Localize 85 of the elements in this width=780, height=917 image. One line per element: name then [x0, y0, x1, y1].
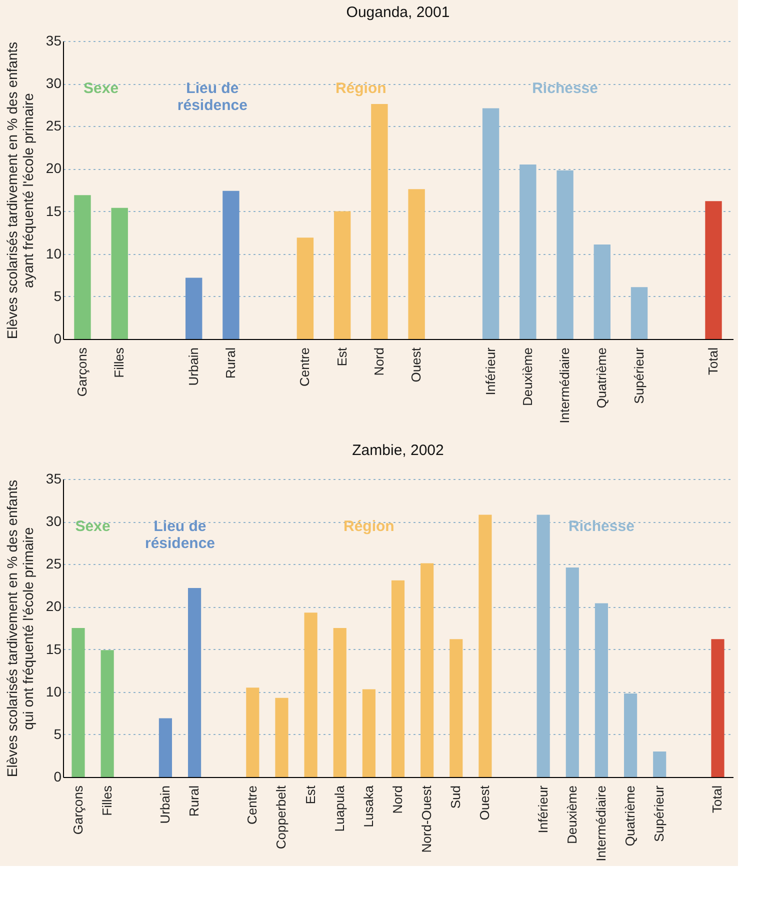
x-tick-label: Inférieur	[535, 784, 550, 834]
x-tick-label: Intermédiaire	[593, 786, 608, 862]
bar	[362, 689, 376, 777]
x-tick-label: Supérieur	[652, 784, 667, 842]
y-axis-title: Elèves scolarisés tardivement en % des enfants qui ont fréquenté l'école primaire	[4, 480, 36, 778]
x-tick-label: Filles	[112, 347, 127, 378]
y-tick-label: 35	[46, 470, 62, 486]
bar	[185, 278, 202, 339]
x-tick-label: Rural	[222, 347, 238, 379]
bar	[391, 580, 405, 777]
x-tick-label: Garçons	[70, 785, 86, 835]
bar	[653, 751, 666, 777]
y-tick-label: 10	[46, 683, 62, 700]
bar	[711, 639, 724, 777]
x-tick-label: Nord	[371, 348, 386, 376]
x-tick-label: Intermédiaire	[557, 348, 572, 424]
annotation: Lieu de résidence	[144, 518, 216, 552]
annotation: Région	[335, 80, 386, 97]
bar	[158, 718, 172, 777]
annotation: Richesse	[568, 518, 634, 535]
bar	[275, 698, 288, 777]
y-tick-label: 15	[46, 202, 62, 219]
x-tick-label: Deuxième	[564, 786, 580, 844]
bar	[334, 211, 351, 339]
bar	[246, 688, 260, 777]
x-tick-label: Copperbelt	[274, 785, 289, 850]
annotation: Région	[344, 518, 394, 535]
annotation: Sexe	[84, 80, 119, 97]
bar	[304, 612, 318, 777]
bar	[705, 201, 722, 339]
bar	[111, 208, 128, 339]
bar	[100, 650, 114, 777]
x-tick-label: Est	[302, 785, 318, 804]
y-tick-label: 35	[46, 32, 62, 48]
bar	[450, 639, 463, 777]
y-tick-label: 0	[54, 768, 62, 784]
x-tick-label: Centre	[244, 786, 260, 825]
x-tick-label: Centre	[297, 348, 312, 387]
annotation: Lieu de résidence	[177, 80, 248, 114]
x-tick-label: Ouest	[408, 347, 424, 382]
x-tick-label: Nord-Ouest	[419, 785, 434, 853]
y-tick-label: 30	[46, 513, 62, 530]
x-tick-label: Ouest	[477, 785, 492, 820]
x-tick-label: Filles	[99, 785, 114, 816]
bar	[333, 628, 346, 777]
x-tick-label: Inférieur	[482, 346, 498, 396]
annotation: Richesse	[532, 80, 598, 97]
x-tick-label: Supérieur	[631, 346, 646, 404]
y-axis-title: Elèves scolarisés tardivement en % des enfants ayant fréquenté l'école primaire	[4, 42, 36, 340]
x-tick-label: Sud	[448, 786, 464, 809]
x-tick-label: Quatrième	[622, 786, 638, 846]
bar	[188, 588, 202, 777]
bar	[72, 628, 85, 777]
x-tick-label: Quatrième	[594, 348, 610, 408]
x-tick-label: Luapula	[332, 784, 347, 832]
x-tick-label: Total	[706, 347, 721, 375]
y-tick-label: 15	[46, 640, 62, 657]
y-tick-label: 25	[46, 118, 62, 134]
bar	[478, 514, 492, 777]
y-tick-label: 25	[46, 556, 62, 572]
x-tick-label: Urbain	[186, 348, 201, 386]
bar	[371, 104, 388, 339]
bar	[408, 189, 425, 339]
y-tick-label: 5	[54, 288, 62, 304]
bar	[296, 238, 314, 339]
x-tick-label: Nord	[390, 786, 405, 814]
y-tick-label: 20	[46, 160, 62, 176]
bar	[420, 563, 434, 777]
y-tick-label: 20	[46, 598, 62, 614]
x-tick-label: Total	[710, 785, 725, 813]
y-tick-label: 30	[46, 75, 62, 92]
y-tick-label: 0	[54, 330, 62, 346]
annotation: Sexe	[75, 518, 110, 535]
x-tick-label: Garçons	[74, 347, 90, 397]
y-tick-label: 10	[46, 245, 62, 262]
y-tick-label: 5	[54, 726, 62, 742]
x-tick-label: Urbain	[157, 786, 172, 824]
x-tick-label: Rural	[186, 785, 202, 817]
chart-title: Zambie, 2002	[352, 442, 444, 459]
x-tick-label: Deuxième	[520, 348, 535, 406]
x-tick-label: Est	[334, 347, 350, 366]
x-tick-label: Lusaka	[360, 784, 376, 828]
bar	[74, 195, 91, 339]
bar	[222, 190, 240, 339]
chart-title: Ouganda, 2001	[346, 4, 450, 21]
